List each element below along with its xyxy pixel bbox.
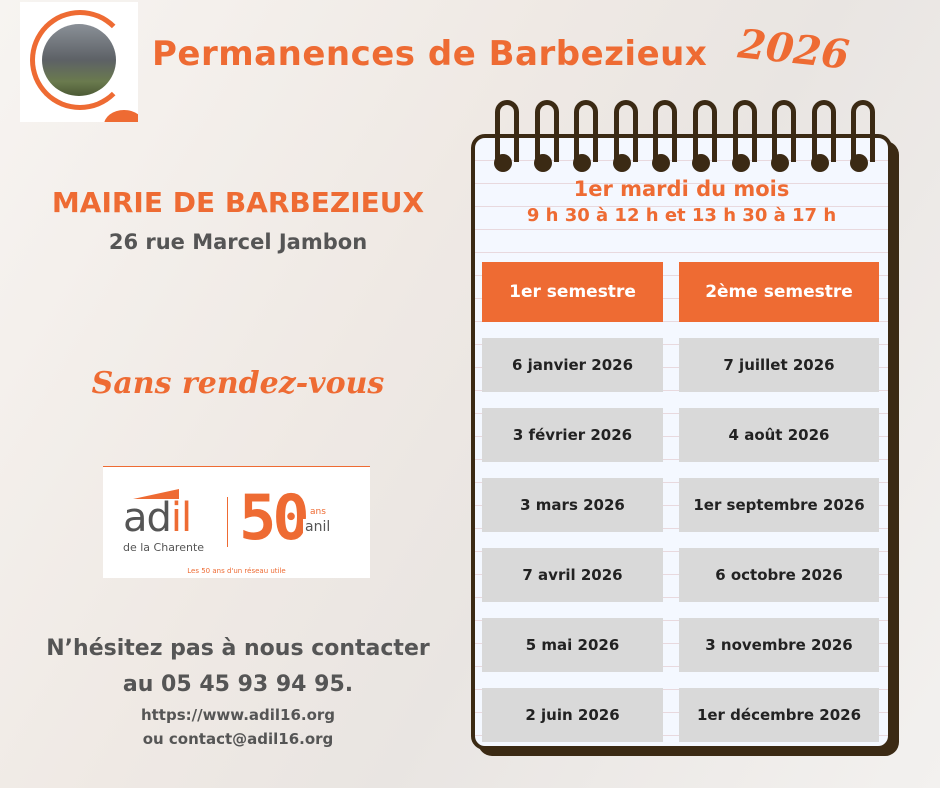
logo-tagline: Les 50 ans d'un réseau utile — [187, 567, 286, 575]
ring-hole — [850, 154, 869, 172]
ring-hole — [652, 154, 671, 172]
date-cell: 2 juin 2026 — [482, 688, 663, 742]
building-photo — [20, 2, 138, 122]
year-label: 2026 — [735, 20, 852, 79]
date-cell: 3 novembre 2026 — [679, 618, 879, 672]
ring-hole — [731, 154, 750, 172]
hours-label: 9 h 30 à 12 h et 13 h 30 à 17 h — [526, 205, 837, 226]
spiral-ring — [811, 100, 836, 162]
date-cell: 1er décembre 2026 — [679, 688, 879, 742]
date-cell: 6 janvier 2026 — [482, 338, 663, 392]
spiral-ring — [693, 100, 717, 162]
email-link[interactable]: ou contact@adil16.org — [142, 730, 334, 748]
spiral-ring — [851, 100, 876, 162]
spiral-ring — [534, 100, 559, 162]
spiral-ring — [613, 100, 638, 162]
date-cell: 3 février 2026 — [482, 408, 663, 462]
ring-hole — [810, 154, 829, 172]
date-cell: 5 mai 2026 — [482, 618, 663, 672]
contact-phone: au 05 45 93 94 95. — [122, 672, 354, 697]
ring-hole — [771, 154, 790, 172]
spiral-ring — [772, 100, 797, 162]
ring-hole — [494, 154, 512, 172]
logo-50: 50 — [239, 481, 310, 554]
spiral-ring — [732, 100, 757, 162]
date-cell: 4 août 2026 — [679, 408, 879, 462]
logo-ans: ans — [310, 507, 326, 517]
ring-hole — [533, 154, 552, 172]
location-name: MAIRIE DE BARBEZIEUX — [51, 186, 425, 219]
ring-hole — [573, 154, 592, 172]
frequency-label: 1er mardi du mois — [573, 177, 790, 201]
date-cell: 7 juillet 2026 — [679, 338, 879, 392]
date-cell: 6 octobre 2026 — [679, 548, 879, 602]
date-cell: 7 avril 2026 — [482, 548, 663, 602]
spiral-ring — [495, 100, 519, 162]
page-title: Permanences de Barbezieux — [152, 34, 708, 74]
logo-anil: anil — [303, 519, 333, 535]
column-header-semester2: 2ème semestre — [679, 262, 879, 322]
website-link[interactable]: https://www.adil16.org — [140, 706, 336, 724]
logo-subtitle: de la Charente — [123, 541, 205, 554]
contact-line1: N’hésitez pas à nous contacter — [46, 636, 430, 661]
adil-logo: adil de la Charente 50 ans anil Les 50 a… — [103, 466, 370, 578]
column-header-semester1: 1er semestre — [482, 262, 663, 322]
spiral-ring — [574, 100, 599, 162]
ring-hole — [612, 154, 631, 172]
location-address: 26 rue Marcel Jambon — [108, 230, 368, 254]
ring-hole — [692, 154, 710, 172]
date-cell: 1er septembre 2026 — [679, 478, 879, 532]
spiral-ring — [653, 100, 678, 162]
date-cell: 3 mars 2026 — [482, 478, 663, 532]
no-appointment-note: Sans rendez-vous — [91, 366, 385, 401]
